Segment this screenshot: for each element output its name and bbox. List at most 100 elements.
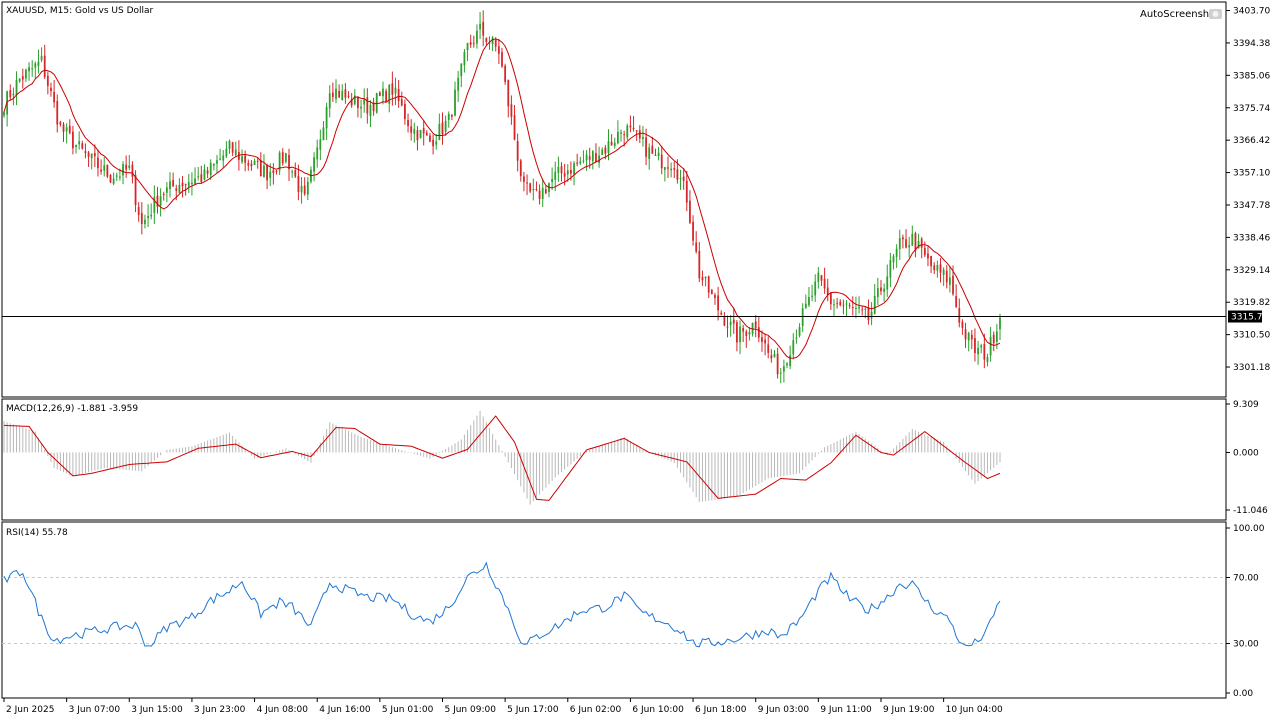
candle-body: [833, 304, 835, 306]
candle-body: [447, 113, 450, 120]
candle-body: [748, 332, 751, 335]
candle-body: [357, 96, 359, 108]
candle-body: [736, 322, 738, 343]
candle-body: [244, 155, 247, 163]
candle-body: [717, 295, 720, 311]
candle-body: [72, 131, 74, 149]
candle-body: [873, 295, 876, 314]
candle-body: [93, 153, 96, 157]
candle-body: [529, 183, 532, 192]
candle-body: [657, 152, 660, 157]
candle-body: [31, 68, 34, 70]
candle-body: [635, 130, 638, 132]
candle-body: [704, 276, 707, 279]
candle-body: [87, 152, 90, 157]
candle-body: [895, 248, 898, 257]
candle-body: [779, 372, 782, 374]
candle-body: [616, 131, 619, 144]
candle-body: [889, 260, 892, 278]
candle-body: [281, 152, 284, 164]
candle-body: [620, 132, 622, 134]
candle-body: [582, 160, 585, 162]
candle-body: [216, 160, 218, 164]
candle-body: [510, 104, 513, 117]
candle-body: [880, 287, 882, 292]
candle-body: [692, 221, 694, 241]
candle-body: [90, 153, 93, 159]
candle-body: [898, 238, 901, 250]
candle-body: [817, 272, 820, 282]
candle-body: [37, 61, 40, 66]
price-axis-label: 3329.14: [1233, 266, 1270, 276]
candle-body: [272, 170, 275, 174]
price-panel-frame: [1, 1, 1227, 398]
candle-body: [958, 308, 961, 323]
candle-body: [181, 182, 184, 187]
candle-body: [369, 104, 372, 117]
candle-body: [695, 242, 698, 252]
candle-body: [839, 301, 842, 306]
candle-body: [648, 147, 651, 159]
candle-body: [811, 295, 813, 297]
price-axis-label: 3347.78: [1233, 201, 1270, 211]
time-axis-label: 4 Jun 16:00: [319, 705, 371, 715]
candle-body: [59, 122, 62, 125]
candle-body: [776, 353, 779, 375]
axes: 3403.70 3394.38 3385.06 3375.74 3366.42 3357.…: [3, 7, 1270, 715]
candle-body: [507, 80, 510, 107]
rsi-axis-label: 30.00: [1233, 640, 1259, 650]
candle-body: [551, 178, 554, 182]
candle-body: [319, 139, 322, 150]
candle-body: [964, 329, 967, 340]
candle-body: [479, 23, 481, 30]
time-axis-label: 5 Jun 01:00: [382, 705, 434, 715]
candle-body: [836, 303, 839, 305]
candle-body: [707, 276, 710, 293]
candle-body: [808, 296, 810, 306]
candle-body: [764, 339, 766, 344]
moving-average-line: [3, 38, 1001, 359]
candle-body: [626, 125, 629, 138]
candle-body: [795, 337, 798, 339]
candle-body: [413, 128, 416, 134]
candle-body: [632, 127, 635, 129]
candle-body: [15, 79, 18, 96]
candle-body: [761, 337, 763, 343]
candle-body: [78, 141, 81, 145]
time-axis-label: 4 Jun 08:00: [257, 705, 309, 715]
candle-body: [786, 363, 788, 366]
price-axis-label: 3403.70: [1233, 7, 1270, 17]
candle-body: [519, 160, 522, 177]
candle-body: [566, 170, 569, 175]
candle-body: [118, 176, 121, 178]
candle-body: [623, 134, 626, 136]
candle-body: [200, 174, 203, 182]
candle-body: [128, 165, 131, 169]
price-axis-label: 3301.18: [1233, 363, 1270, 373]
candle-body: [450, 115, 453, 117]
camera-icon: [1209, 9, 1222, 19]
time-axis-label: 9 Jun 19:00: [883, 705, 935, 715]
candle-body: [563, 172, 566, 177]
candle-body: [667, 167, 669, 169]
candle-body: [701, 276, 704, 281]
candle-body: [914, 233, 917, 251]
candle-body: [714, 295, 716, 298]
candle-body: [535, 188, 538, 190]
candle-body: [485, 37, 488, 42]
time-axis-label: 6 Jun 02:00: [570, 705, 622, 715]
candle-body: [419, 129, 422, 139]
candle-body: [710, 290, 713, 294]
candle-body: [851, 307, 854, 309]
candle-body: [923, 247, 926, 256]
candle-body: [435, 141, 438, 145]
candle-body: [325, 106, 328, 129]
candle-body: [720, 312, 723, 315]
candle-body: [43, 55, 46, 78]
candle-body: [494, 40, 497, 47]
candle-body: [995, 331, 998, 342]
candle-body: [767, 344, 770, 353]
candle-body: [266, 165, 268, 181]
candle-body: [936, 264, 939, 271]
